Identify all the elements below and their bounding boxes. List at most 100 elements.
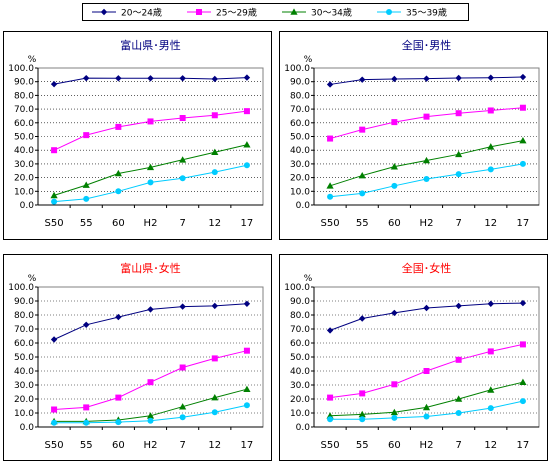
data-point — [179, 414, 186, 421]
data-point — [487, 107, 494, 114]
data-point — [243, 385, 251, 392]
data-point — [359, 76, 366, 83]
data-point — [423, 368, 430, 374]
data-point — [179, 156, 187, 163]
data-point — [422, 403, 431, 411]
series — [51, 162, 250, 205]
data-point — [391, 119, 398, 126]
data-point — [423, 304, 430, 312]
data-point — [519, 398, 526, 405]
x-tick-label: 7 — [455, 218, 461, 229]
data-point — [146, 163, 155, 171]
x-tick-label: H2 — [420, 218, 434, 229]
y-tick-label: 90.0 — [290, 78, 310, 88]
chart-title: 全国･男性 — [402, 38, 452, 52]
legend-marker — [196, 9, 202, 15]
y-tick-label: 30.0 — [290, 160, 310, 170]
y-tick-label: 10.0 — [290, 187, 310, 197]
data-point — [327, 394, 334, 401]
panel-frame — [3, 31, 272, 240]
chart-title: 富山県･女性 — [120, 261, 181, 275]
data-point — [114, 169, 122, 177]
chart-panel: 全国･男性% 0.0 10.0 20.0 30.0 40.0 50.0 60.0 70.0 80.… — [279, 31, 548, 240]
data-point — [51, 419, 58, 426]
data-point — [211, 394, 219, 401]
data-point — [50, 80, 58, 88]
x-tick-label: 7 — [179, 440, 185, 451]
data-point — [211, 409, 218, 416]
legend-marker — [290, 8, 298, 15]
chart-panel: 富山県･男性% 0.0 10.0 20.0 30.0 40.0 50.0 60.0 70.0 80… — [3, 31, 272, 240]
data-point — [211, 169, 218, 176]
y-tick-label: 0.0 — [296, 423, 311, 433]
data-point — [83, 195, 90, 202]
y-tick-label: 50.0 — [14, 133, 34, 143]
data-point — [179, 115, 186, 122]
y-tick-label: 30.0 — [14, 381, 34, 391]
data-point — [519, 299, 527, 307]
x-tick-label: S50 — [45, 218, 64, 229]
data-point — [83, 132, 90, 139]
y-unit-label: % — [304, 274, 313, 284]
x-tick-label: H2 — [144, 440, 158, 451]
x-tick-label: 17 — [241, 218, 254, 229]
x-tick-label: 60 — [388, 440, 401, 451]
data-point — [391, 75, 398, 83]
y-tick-label: 80.0 — [290, 311, 310, 321]
y-tick-label: 60.0 — [290, 339, 310, 349]
x-tick-label: 12 — [484, 218, 497, 229]
chart-title: 富山県･男性 — [120, 38, 181, 52]
data-point — [455, 356, 462, 363]
y-tick-label: 50.0 — [290, 133, 310, 143]
legend-label: 25～29歳 — [216, 7, 257, 19]
x-tick-label: 17 — [517, 440, 530, 451]
x-tick-label: H2 — [420, 440, 434, 451]
y-tick-label: 90.0 — [14, 78, 34, 88]
data-point — [359, 315, 366, 322]
y-tick-label: 90.0 — [290, 297, 310, 307]
y-tick-label: 0.0 — [296, 201, 311, 211]
data-point — [51, 406, 58, 413]
data-point — [519, 160, 526, 167]
series — [51, 108, 250, 154]
y-tick-label: 80.0 — [14, 91, 34, 101]
data-point — [83, 321, 90, 328]
y-tick-label: 80.0 — [290, 91, 310, 101]
data-point — [147, 75, 154, 82]
y-tick-label: 20.0 — [290, 395, 310, 405]
y-tick-label: 100.0 — [284, 283, 310, 293]
data-point — [487, 405, 494, 412]
y-tick-label: 10.0 — [14, 409, 34, 419]
data-point — [243, 74, 251, 81]
data-point — [146, 412, 155, 419]
y-tick-label: 40.0 — [14, 146, 34, 156]
data-point — [519, 73, 527, 81]
data-point — [487, 143, 495, 150]
data-point — [147, 179, 154, 186]
data-point — [423, 175, 430, 182]
data-point — [83, 404, 90, 411]
data-point — [179, 364, 186, 371]
data-point — [50, 191, 58, 199]
x-tick-label: 55 — [356, 218, 369, 229]
data-point — [358, 410, 366, 418]
data-point — [359, 126, 366, 133]
y-tick-label: 30.0 — [290, 381, 310, 391]
data-point — [487, 74, 494, 81]
x-tick-label: 60 — [112, 218, 125, 229]
data-point — [179, 303, 186, 310]
series — [327, 160, 526, 200]
series — [50, 300, 251, 343]
series — [326, 73, 527, 88]
y-tick-label: 20.0 — [290, 174, 310, 184]
data-point — [147, 417, 154, 424]
data-point — [327, 193, 334, 200]
series — [50, 141, 251, 199]
data-point — [487, 166, 494, 173]
y-tick-label: 60.0 — [290, 119, 310, 129]
panel-frame — [279, 31, 548, 240]
y-tick-label: 60.0 — [14, 339, 34, 349]
y-tick-label: 0.0 — [20, 423, 35, 433]
y-tick-label: 10.0 — [290, 409, 310, 419]
x-tick-label: 17 — [517, 218, 530, 229]
